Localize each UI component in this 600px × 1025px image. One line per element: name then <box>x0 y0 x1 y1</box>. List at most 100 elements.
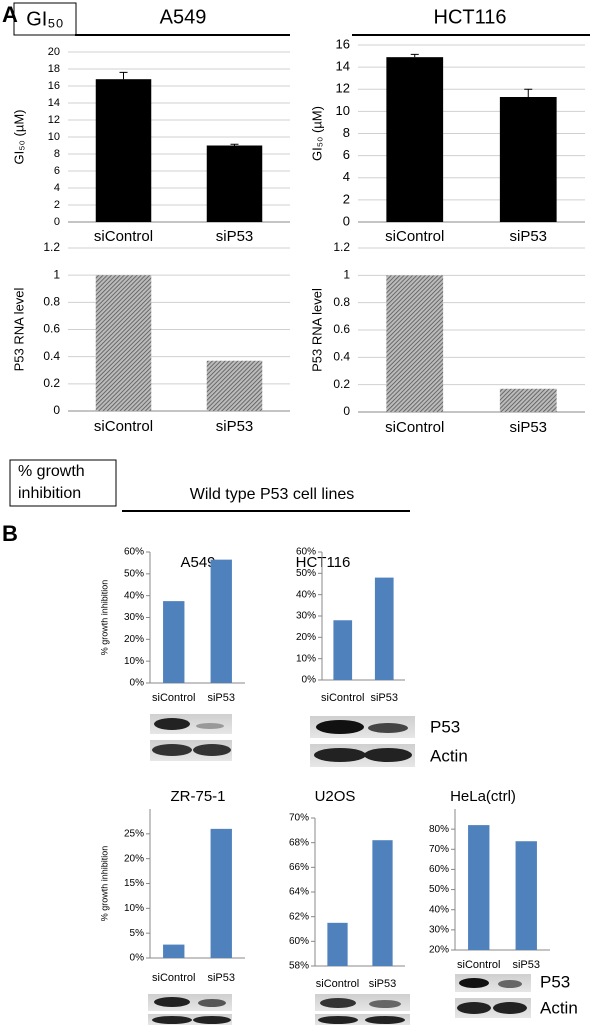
y-axis-label: % growth inhibition <box>99 846 109 922</box>
y-tick-label: 10 <box>48 131 60 143</box>
x-tick-label: siControl <box>94 418 153 435</box>
y-tick-label: 10 <box>336 103 350 118</box>
x-tick-label: siP53 <box>509 228 547 245</box>
section-header: Wild type P53 cell lines <box>190 486 355 503</box>
bar <box>499 388 557 412</box>
x-tick-label: siControl <box>321 692 364 704</box>
bar <box>163 601 185 683</box>
y-tick-label: 66% <box>289 862 309 873</box>
y-tick-label: 30% <box>124 612 144 623</box>
chart: HCT116 0% 10% 20% 30% 40% 50% 60% siControl siP53 <box>296 547 405 704</box>
blot-label: Actin <box>540 998 578 1017</box>
x-tick-label: siP53 <box>370 692 398 704</box>
bar <box>386 275 444 412</box>
y-tick-label: 80% <box>429 824 449 835</box>
chart-title: ZR-75-1 <box>170 788 225 805</box>
y-tick-label: 20% <box>296 632 316 643</box>
error-bar <box>119 71 128 80</box>
y-tick-label: 8 <box>54 148 60 160</box>
y-tick-label: 12 <box>48 114 60 126</box>
chart-title: HeLa(ctrl) <box>450 788 516 805</box>
y-tick-label: 0.4 <box>333 350 350 364</box>
y-tick-label: 6 <box>343 147 350 162</box>
bar <box>499 96 557 222</box>
chart-title: HCT116 <box>434 6 507 28</box>
y-tick-label: 60% <box>429 864 449 875</box>
x-tick-label: siP53 <box>216 228 254 245</box>
y-tick-label: 30% <box>429 924 449 935</box>
y-axis-label: GI₅₀ (µM) <box>309 106 324 161</box>
y-tick-label: 14 <box>48 97 60 109</box>
chart: U2OS 58% 60% 62% 64% 66% 68% 70% siControl siP53 <box>289 788 405 990</box>
y-tick-label: 64% <box>289 887 309 898</box>
x-tick-label: siP53 <box>509 419 547 436</box>
x-tick-label: siControl <box>152 692 195 704</box>
y-tick-label: 1 <box>343 268 350 282</box>
bar <box>468 825 490 950</box>
x-tick-label: siP53 <box>207 972 235 984</box>
y-tick-label: 20% <box>429 945 449 956</box>
y-tick-label: 62% <box>289 911 309 922</box>
x-tick-label: siP53 <box>216 418 254 435</box>
x-tick-label: siControl <box>152 972 195 984</box>
chart: HeLa(ctrl) 20% 30% 40% 50% 60% 70% 80% siControl… <box>429 788 550 971</box>
x-tick-label: siControl <box>316 978 359 990</box>
y-axis-label: % growth inhibition <box>99 580 109 656</box>
bar <box>206 360 263 411</box>
bar <box>95 79 152 222</box>
growth-box <box>9 459 117 507</box>
box-label: GI₅₀ <box>26 8 63 30</box>
bar <box>372 840 393 966</box>
x-tick-label: siControl <box>385 228 444 245</box>
error-bar <box>230 143 239 146</box>
chart: P53 RNA level 0 0.2 0.4 0.6 0.8 1 1.2 siControl s… <box>11 240 290 435</box>
bar <box>210 559 232 683</box>
y-tick-label: 40% <box>429 904 449 915</box>
y-tick-label: 0% <box>302 675 317 686</box>
chart-title: A549 <box>180 554 215 571</box>
y-tick-label: 2 <box>343 191 350 206</box>
y-tick-label: 10% <box>124 656 144 667</box>
chart-title: HCT116 <box>296 554 351 571</box>
bar <box>333 620 353 680</box>
y-tick-label: 60% <box>124 547 144 558</box>
y-tick-label: 12 <box>336 81 350 96</box>
y-tick-label: 16 <box>336 36 350 51</box>
y-tick-label: 0.6 <box>43 322 60 336</box>
bar <box>515 841 537 950</box>
blot-label: P53 <box>540 972 570 991</box>
y-tick-label: 10% <box>124 903 144 914</box>
y-tick-label: 0 <box>54 216 60 228</box>
y-tick-label: 40% <box>124 590 144 601</box>
y-tick-label: 18 <box>48 63 60 75</box>
panel-label: B <box>2 521 18 546</box>
chart: A549 GI₅₀ (µM) 0 2 4 6 8 10 12 14 16 18 20 siControl s… <box>11 6 290 245</box>
blot-label: P53 <box>430 717 460 736</box>
y-tick-label: 68% <box>289 837 309 848</box>
y-tick-label: 70% <box>429 844 449 855</box>
y-tick-label: 8 <box>343 125 350 140</box>
y-tick-label: 0.8 <box>43 295 60 309</box>
y-tick-label: 20% <box>124 853 144 864</box>
y-tick-label: 0 <box>53 403 60 417</box>
x-tick-label: siP53 <box>369 978 397 990</box>
y-tick-label: 20% <box>124 634 144 645</box>
y-axis-label: GI₅₀ (µM) <box>11 110 26 165</box>
y-tick-label: 16 <box>48 80 60 92</box>
x-tick-label: siP53 <box>512 959 540 971</box>
error-bar <box>524 88 533 97</box>
y-tick-label: 0 <box>343 404 350 418</box>
y-tick-label: 0% <box>130 678 145 689</box>
error-bar <box>410 53 419 58</box>
bar <box>374 577 394 680</box>
y-tick-label: 4 <box>54 182 60 194</box>
y-tick-label: 30% <box>296 611 316 622</box>
y-tick-label: 40% <box>296 589 316 600</box>
y-axis-label: P53 RNA level <box>309 288 324 372</box>
y-tick-label: 14 <box>336 59 350 74</box>
y-tick-label: 0.6 <box>333 322 350 336</box>
x-tick-label: siControl <box>457 959 500 971</box>
y-tick-label: 1.2 <box>333 240 350 254</box>
y-tick-label: 20 <box>48 46 60 58</box>
